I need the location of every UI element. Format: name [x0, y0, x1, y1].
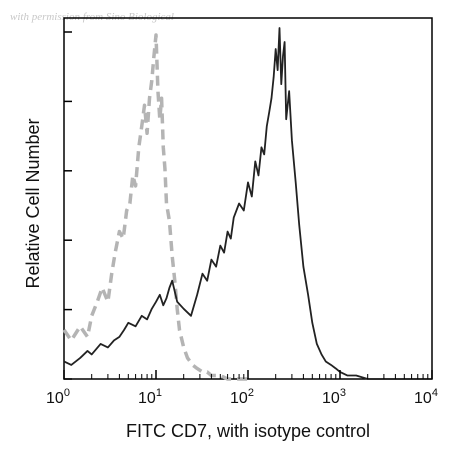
- x-tick-label-base: 10: [414, 390, 432, 407]
- x-tick-label: 100: [46, 387, 70, 407]
- x-tick-label: 103: [322, 387, 346, 407]
- plot-frame: [63, 17, 433, 380]
- x-tick-label-base: 10: [46, 390, 64, 407]
- x-tick-label-base: 10: [322, 390, 340, 407]
- y-axis-title: Relative Cell Number: [23, 118, 43, 288]
- cd7-stained-line: [63, 27, 432, 380]
- ticks-layer: [63, 31, 433, 380]
- tick-labels-layer: 100 101 102 103 104: [46, 387, 438, 407]
- x-tick-label-exponent: 1: [156, 387, 162, 399]
- x-tick-label-base: 10: [138, 390, 156, 407]
- x-tick-label-exponent: 3: [340, 387, 346, 399]
- watermark-text: with permission from Sino Biological: [10, 11, 174, 23]
- isotype-control-line: [62, 33, 248, 381]
- x-tick-label-exponent: 0: [64, 387, 70, 399]
- plot-border: [63, 17, 433, 380]
- x-tick-label: 104: [414, 387, 438, 407]
- x-tick-label-exponent: 2: [248, 387, 254, 399]
- series-layer: [62, 27, 432, 381]
- x-tick-label: 102: [230, 387, 254, 407]
- x-axis-title: FITC CD7, with isotype control: [126, 421, 370, 441]
- x-tick-label-exponent: 4: [432, 387, 438, 399]
- x-tick-label-base: 10: [230, 390, 248, 407]
- x-tick-label: 101: [138, 387, 162, 407]
